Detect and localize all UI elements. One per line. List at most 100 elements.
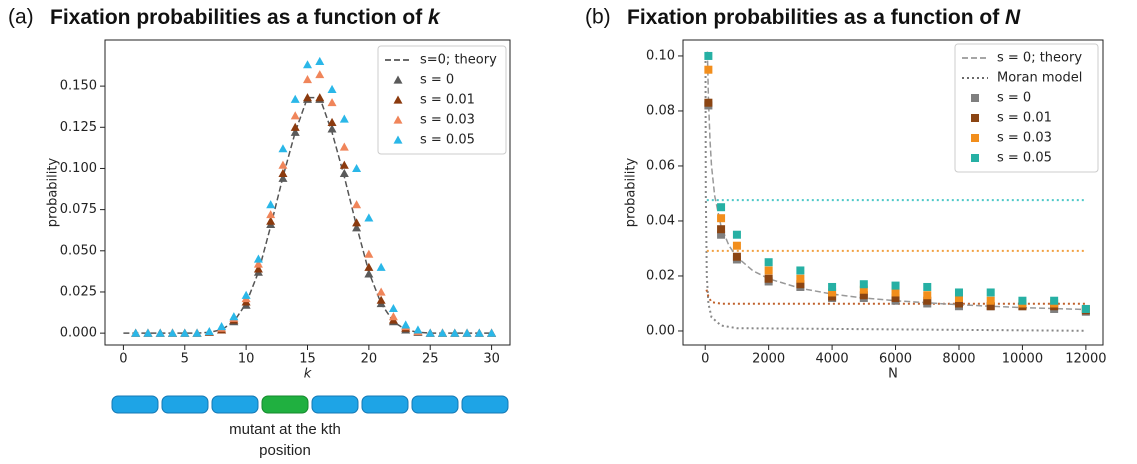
- point: [1050, 296, 1059, 305]
- point: [315, 56, 325, 66]
- legend-swatch: [971, 114, 979, 122]
- point: [891, 293, 900, 302]
- point: [923, 282, 932, 291]
- point: [717, 230, 726, 239]
- point: [828, 288, 837, 297]
- chart-title: Fixation probabilities as a function of …: [627, 6, 1021, 29]
- point: [462, 328, 472, 337]
- site: [411, 395, 459, 414]
- legend-swatch: [971, 94, 979, 102]
- y-tick-label: 0.10: [646, 48, 675, 63]
- legend-swatch: [971, 134, 979, 142]
- x-tick-label: 6000: [879, 352, 912, 367]
- point: [315, 70, 325, 79]
- y-tick-label: 0.08: [646, 103, 675, 118]
- legend-label: s = 0; theory: [997, 51, 1082, 66]
- point: [717, 203, 726, 212]
- point: [859, 280, 868, 289]
- point: [229, 312, 239, 321]
- y-tick-label: 0.100: [60, 161, 97, 176]
- point: [180, 328, 190, 337]
- legend-label: s = 0.01: [420, 93, 475, 108]
- point: [796, 266, 805, 275]
- x-tick-label: 0: [119, 352, 127, 367]
- point: [413, 325, 423, 334]
- site: [111, 395, 159, 414]
- y-tick-label: 0.125: [60, 120, 97, 135]
- x-tick-label: 30: [483, 352, 500, 367]
- legend-swatch: [971, 154, 979, 162]
- point: [401, 320, 411, 329]
- point: [450, 328, 460, 337]
- point: [986, 302, 995, 311]
- point: [352, 218, 362, 227]
- x-tick-label: 12000: [1065, 352, 1106, 367]
- y-tick-label: 0.150: [60, 79, 97, 94]
- x-tick-label: 10000: [1002, 352, 1043, 367]
- x-axis-label: N: [888, 367, 898, 382]
- legend-swatch: [393, 95, 403, 104]
- point: [192, 328, 202, 337]
- point: [388, 303, 398, 313]
- point: [278, 144, 288, 153]
- point: [303, 60, 312, 69]
- point: [253, 259, 263, 268]
- point: [290, 94, 300, 103]
- point: [717, 214, 726, 223]
- point: [253, 254, 263, 263]
- point: [704, 51, 713, 60]
- legend-swatch: [393, 115, 403, 124]
- legend-label: s = 0.03: [997, 131, 1052, 146]
- point: [859, 285, 868, 294]
- y-axis-label: probability: [624, 158, 639, 228]
- point: [764, 274, 773, 283]
- point: [327, 84, 337, 94]
- y-axis-label: probability: [46, 158, 61, 228]
- point: [954, 299, 963, 308]
- y-tick-label: 0.000: [60, 326, 97, 341]
- moran-line: [704, 55, 1086, 332]
- point: [352, 163, 362, 173]
- point: [327, 117, 337, 126]
- point: [339, 168, 349, 177]
- point: [352, 200, 362, 209]
- point: [290, 122, 300, 131]
- panel-label: (a): [8, 6, 34, 29]
- point: [732, 252, 741, 261]
- point: [364, 213, 374, 222]
- point: [796, 280, 805, 289]
- point: [796, 274, 805, 283]
- site: [361, 395, 409, 414]
- annotation: mutant at the kth: [229, 421, 341, 438]
- point: [474, 328, 484, 337]
- legend-label: s = 0: [997, 91, 1031, 106]
- x-tick-label: 15: [299, 352, 316, 367]
- site: [161, 395, 209, 414]
- y-tick-label: 0.075: [60, 202, 97, 217]
- point: [891, 281, 900, 290]
- plot-area: [123, 56, 497, 337]
- point: [891, 288, 900, 297]
- point: [339, 114, 349, 123]
- x-tick-label: 0: [701, 352, 709, 367]
- legend-swatch: [393, 135, 403, 144]
- point: [241, 290, 251, 299]
- point: [986, 288, 995, 297]
- axes-frame: [682, 39, 1104, 346]
- x-tick-label: 20: [361, 352, 378, 367]
- x-tick-label: 8000: [942, 352, 975, 367]
- point: [266, 210, 276, 219]
- y-tick-label: 0.02: [646, 268, 675, 283]
- plot-area: [704, 51, 1090, 332]
- x-tick-label: 2000: [752, 352, 785, 367]
- y-tick-label: 0.050: [60, 243, 97, 258]
- panel-label: (b): [585, 6, 611, 29]
- x-axis-label: k: [304, 367, 312, 382]
- legend-label: Moran model: [997, 71, 1082, 86]
- y-tick-label: 0.04: [646, 213, 675, 228]
- point: [327, 98, 337, 107]
- site: [211, 395, 259, 414]
- y-tick-label: 0.025: [60, 284, 97, 299]
- point: [1018, 296, 1027, 305]
- point: [732, 241, 741, 250]
